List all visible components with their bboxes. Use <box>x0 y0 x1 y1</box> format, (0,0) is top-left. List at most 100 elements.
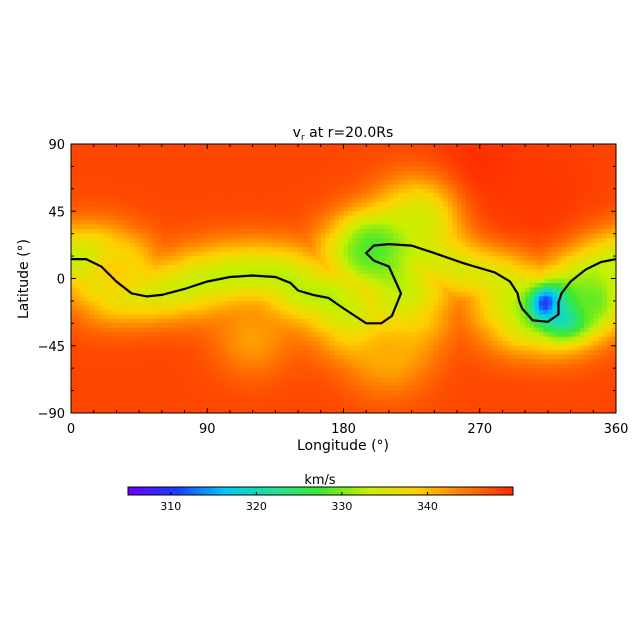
heat-cell <box>311 269 317 275</box>
heat-cell <box>452 282 458 289</box>
heat-cell <box>289 314 295 320</box>
heat-cell <box>152 323 158 329</box>
heat-cell <box>152 256 158 262</box>
heat-cell <box>579 197 585 203</box>
heat-cell <box>488 314 494 320</box>
heat-cell <box>184 314 190 320</box>
heat-cell <box>293 170 299 176</box>
heat-cell <box>166 291 172 298</box>
heat-cell <box>152 265 158 271</box>
heat-cell <box>180 220 186 226</box>
heat-cell <box>75 282 81 289</box>
heat-cell <box>447 238 454 244</box>
heat-cell <box>329 211 336 217</box>
heat-cell <box>198 305 204 311</box>
heat-cell <box>420 166 426 172</box>
heat-cell <box>152 211 158 217</box>
heat-cell <box>388 229 395 235</box>
heat-cell <box>575 197 581 203</box>
heat-cell <box>370 157 376 163</box>
heat-cell <box>516 318 522 324</box>
heat-cell <box>434 211 440 217</box>
heat-cell <box>220 323 227 329</box>
heat-cell <box>411 300 417 306</box>
heat-cell <box>170 188 177 194</box>
heat-cell <box>529 211 535 217</box>
heat-cell <box>461 175 467 181</box>
heat-cell <box>338 175 345 181</box>
heat-cell <box>298 309 304 315</box>
heat-cell <box>289 215 295 221</box>
heat-cell <box>102 260 108 266</box>
heat-cell <box>584 265 590 271</box>
heat-cell <box>161 314 167 320</box>
heat-cell <box>602 193 608 199</box>
heat-cell <box>157 157 163 163</box>
heat-cell <box>602 170 608 176</box>
heat-cell <box>529 287 535 293</box>
heat-cell <box>507 233 513 239</box>
heat-cell <box>229 215 236 221</box>
heat-cell <box>157 282 163 289</box>
heat-cell <box>357 220 363 226</box>
heat-cell <box>420 238 426 244</box>
heat-cell <box>125 170 131 176</box>
heat-cell <box>239 300 245 306</box>
heat-cell <box>611 170 616 176</box>
heat-cell <box>484 300 490 306</box>
heat-cell <box>225 197 231 203</box>
heat-cell <box>507 296 513 302</box>
heat-cell <box>329 251 336 257</box>
heat-cell <box>388 170 395 176</box>
heat-cell <box>447 323 454 329</box>
heat-cell <box>343 188 349 194</box>
heat-cell <box>198 291 204 298</box>
heat-cell <box>220 211 227 217</box>
heat-cell <box>157 233 163 239</box>
heat-cell <box>80 318 86 324</box>
heat-cell <box>202 323 208 329</box>
heat-cell <box>579 211 585 217</box>
heat-cell <box>575 206 581 212</box>
heat-cell <box>284 224 290 230</box>
heat-cell <box>502 287 508 293</box>
heat-cell <box>352 148 358 154</box>
heat-cell <box>257 300 263 306</box>
heat-cell <box>93 233 99 239</box>
heat-cell <box>252 260 258 266</box>
heat-cell <box>157 215 163 221</box>
heat-cell <box>443 220 449 226</box>
heat-cell <box>279 144 286 150</box>
heat-cell <box>284 202 290 208</box>
heat-cell <box>329 184 336 190</box>
heat-cell <box>479 152 485 159</box>
heat-cell <box>425 238 431 244</box>
heat-cell <box>134 179 140 185</box>
heat-cell <box>556 274 563 280</box>
heat-cell <box>370 202 376 208</box>
heat-cell <box>80 327 86 333</box>
heat-cell <box>552 144 558 150</box>
heat-cell <box>80 296 86 302</box>
heat-cell <box>402 282 408 289</box>
heat-cell <box>516 282 522 289</box>
heat-cell <box>447 170 454 176</box>
heat-cell <box>170 296 177 302</box>
heat-cell <box>338 274 345 280</box>
heat-cell <box>338 170 345 176</box>
heat-cell <box>348 327 354 333</box>
heat-cell <box>284 291 290 298</box>
heat-cell <box>184 175 190 181</box>
heat-cell <box>107 220 113 226</box>
heat-cell <box>216 229 222 235</box>
heat-cell <box>107 224 113 230</box>
heat-cell <box>175 251 181 257</box>
heat-cell <box>606 233 613 239</box>
heat-cell <box>143 251 149 257</box>
heat-cell <box>270 314 276 320</box>
heat-cell <box>497 197 504 203</box>
heat-cell <box>516 314 522 320</box>
heat-cell <box>320 260 326 266</box>
heat-cell <box>361 179 367 185</box>
heat-cell <box>488 229 494 235</box>
